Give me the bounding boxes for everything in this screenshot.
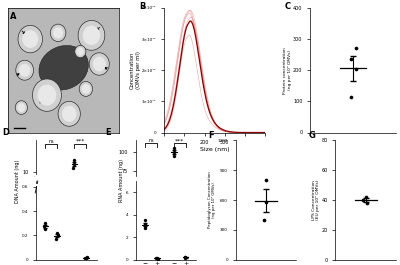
Circle shape [89,53,109,75]
Text: ns: ns [48,139,54,144]
Point [155,257,161,261]
Text: G: G [308,131,315,140]
Point [142,218,148,222]
Point [82,256,89,260]
Point [84,250,90,254]
Text: ***: *** [75,139,85,144]
Text: +: + [154,260,160,265]
Circle shape [79,81,92,96]
Point [183,226,189,230]
Point [143,224,149,228]
Y-axis label: DNA Amount (ng): DNA Amount (ng) [16,159,20,202]
Point [154,226,160,230]
Point [142,224,148,228]
X-axis label: Size (nm): Size (nm) [200,147,230,152]
Y-axis label: Peptidoglycan Concentration
(ng per 10⁹ OMVs): Peptidoglycan Concentration (ng per 10⁹ … [208,172,216,228]
Text: ***: *** [175,138,184,143]
Point [141,226,148,230]
Text: A: A [10,12,17,21]
Point [171,150,177,154]
Text: −: − [142,260,148,265]
Point [348,57,354,61]
Y-axis label: Concentration
(OMVs per ml): Concentration (OMVs per ml) [130,51,140,89]
Point [70,166,76,170]
Circle shape [32,79,62,111]
Text: E: E [106,128,111,137]
Point [153,226,160,230]
Point [170,154,177,158]
Circle shape [38,85,56,106]
Point [182,255,189,260]
Point [142,224,148,228]
Point [352,67,359,71]
Y-axis label: Protein concentration
(ng per 10⁹ OMVs): Protein concentration (ng per 10⁹ OMVs) [283,47,292,94]
Point [54,248,60,252]
Circle shape [18,25,42,53]
Circle shape [17,103,25,112]
Point [363,195,370,199]
Circle shape [19,64,30,77]
Circle shape [62,106,76,122]
Point [83,256,89,260]
Circle shape [16,60,34,80]
Point [260,218,267,222]
Point [153,226,159,230]
Point [83,250,90,254]
Circle shape [75,45,86,58]
Circle shape [93,57,106,71]
Point [42,248,49,252]
Point [182,255,188,259]
Point [153,256,160,260]
Circle shape [22,30,38,48]
Point [182,256,188,260]
Point [183,226,189,230]
Point [143,223,149,228]
Text: C: C [284,2,290,11]
Point [263,200,269,204]
Point [42,221,48,226]
Point [83,250,89,254]
Text: +: + [183,260,188,265]
Point [54,231,60,235]
Circle shape [15,101,28,114]
Circle shape [50,24,66,42]
Point [70,158,77,162]
Point [364,201,370,205]
Point [42,248,48,252]
Point [55,249,61,253]
Point [53,237,60,241]
Point [348,95,354,99]
Ellipse shape [39,46,88,90]
Text: F: F [208,131,214,140]
Text: D: D [3,128,10,137]
Point [143,224,149,228]
Text: B: B [139,2,145,11]
Point [360,198,367,202]
Point [183,226,190,230]
Text: ns: ns [148,138,154,143]
Point [171,146,177,150]
Point [142,222,149,226]
Y-axis label: RNA Amount (ng): RNA Amount (ng) [119,159,124,202]
Point [71,162,77,166]
Point [353,46,359,51]
Point [41,224,48,228]
Circle shape [78,20,105,50]
Point [41,248,48,252]
Point [55,233,61,237]
Point [42,227,48,232]
Circle shape [53,27,63,38]
Point [84,255,90,259]
Circle shape [83,26,100,45]
Circle shape [58,101,80,126]
Point [153,256,160,260]
Point [54,248,61,253]
Circle shape [82,84,90,94]
Y-axis label: LPS Concentration
(EU per 10⁹ OMVs): LPS Concentration (EU per 10⁹ OMVs) [312,180,320,220]
Text: −: − [171,260,177,265]
Circle shape [77,47,84,56]
Point [263,178,269,182]
